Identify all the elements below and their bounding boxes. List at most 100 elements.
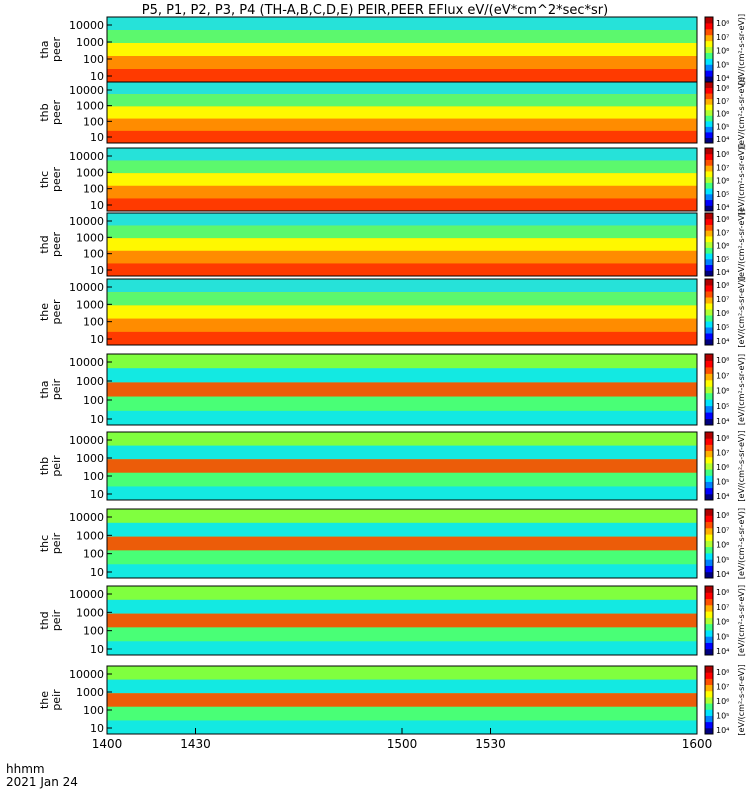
panel-frame [106,147,698,212]
panel-species-label: peer [50,167,63,193]
panel-the-peir: the peir 10 100 1000 10000 10⁴ 10⁵ 10⁶ 10⁷ 10⁸ [eV/… [38,664,746,735]
colorbar-segment [705,17,713,24]
energy-band [107,368,697,383]
colorbar-tick-label: 10⁸ [716,668,729,677]
energy-band [107,459,697,473]
panel-species-label: peir [50,455,63,477]
panel-probe-label: tha [38,380,51,398]
colorbar-tick-label: 10⁵ [716,190,729,199]
colorbar-tick-label: 10⁴ [716,726,729,735]
colorbar-segment [705,360,713,368]
colorbar-tick-label: 10⁷ [716,526,729,535]
x-tick-label: 1530 [475,737,506,751]
panel-probe-label: thb [38,103,51,121]
energy-band [107,17,697,30]
colorbar-segment [705,327,713,334]
colorbar-tick-label: 10⁴ [716,74,729,83]
colorbar-segment [705,515,713,523]
colorbar-segment [705,565,713,573]
panel-frame [106,212,698,277]
colorbar-segment [705,58,713,65]
colorbar-segment [705,678,713,686]
energy-band [107,354,697,369]
energy-band [107,106,697,119]
energy-band [107,118,697,131]
colorbar-segment [705,148,713,155]
colorbar-segment [705,629,713,637]
energy-tick-label: 10 [90,333,104,346]
colorbar-frame [704,212,714,277]
energy-band [107,382,697,397]
panel-frame [106,81,698,144]
energy-band [107,679,697,694]
energy-band [107,706,697,721]
colorbar-tick-label: 10⁵ [716,478,729,487]
colorbar-segment [705,703,713,710]
colorbar-tick-label: 10⁸ [716,588,729,597]
colorbar-segment [705,642,713,650]
energy-tick-label: 1000 [76,36,104,49]
colorbar-segment [705,98,713,105]
colorbar-segment [705,592,713,600]
figure-title: P5, P1, P2, P3, P4 (TH-A,B,C,D,E) PEIR,P… [142,3,608,18]
x-axis-tick-labels: 1400 1430 1500 1530 1600 [92,728,712,751]
colorbar-segment [705,82,713,89]
colorbar-segment [705,690,713,698]
colorbar-segment [705,159,713,166]
energy-band [107,486,697,500]
colorbar-segment [705,521,713,529]
colorbar-segment [705,534,713,541]
energy-band [107,250,697,264]
panel-species-label: peer [50,232,63,258]
colorbar-unit-label: [eV/(cm²-s-sr-eV)] [737,354,746,425]
colorbar-frame [704,508,714,579]
colorbar-segment [705,540,713,548]
panel-thc-peer: thc peer 10 100 1000 10000 10⁴ 10⁵ 10⁶ 10⁷ 10⁸ [eV/… [38,144,746,215]
energy-band [107,225,697,239]
panel-species-label: peer [50,100,63,126]
energy-tick-label: 10 [90,264,104,277]
panel-species-label: peir [50,689,63,711]
colorbar-segment [705,40,713,48]
panel-probe-label: the [38,303,51,321]
colorbar-segment [705,188,713,195]
colorbar-tick-label: 10⁵ [716,255,729,264]
energy-tick-label: 100 [83,316,104,329]
colorbar-tick-label: 10⁸ [716,281,729,290]
colorbar-segment [705,131,713,138]
energy-band [107,536,697,551]
panel-thb-peir: thb peir 10 100 1000 10000 10⁴ 10⁵ 10⁶ 10⁷ 10⁸ [eV/… [38,430,746,501]
colorbar-segment [705,182,713,189]
colorbar-segment [705,253,713,260]
colorbar-segment [705,258,713,266]
energy-tick-label: 100 [83,53,104,66]
energy-tick-label: 10000 [69,356,104,369]
colorbar-frame [704,431,714,501]
colorbar-segment [705,727,713,735]
panel-species-label: peir [50,378,63,400]
colorbar-tick-label: 10⁴ [716,647,729,656]
colorbar-segment [705,279,713,286]
energy-band [107,396,697,411]
energy-band [107,173,697,186]
colorbar-segment [705,170,713,178]
energy-tick-label: 1000 [76,166,104,179]
colorbar-segment [705,481,713,489]
energy-tick-label: 10000 [69,215,104,228]
colorbar-segment [705,604,713,612]
panel-frame [106,353,698,426]
energy-band [107,160,697,174]
colorbar-segment [705,456,713,464]
colorbar-segment [705,34,713,42]
x-corner-label-date: 2021 Jan 24 [6,775,78,789]
energy-tick-label: 100 [83,625,104,638]
colorbar-segment [705,93,713,100]
colorbar-tick-label: 10⁴ [716,135,729,144]
colorbar-tick-label: 10⁴ [716,268,729,277]
energy-tick-label: 100 [83,548,104,561]
panel-thd-peir: thd peir 10 100 1000 10000 10⁴ 10⁵ 10⁶ 10⁷ 10⁸ [eV/… [38,585,746,656]
x-tick-label: 1400 [92,737,123,751]
energy-band [107,410,697,425]
